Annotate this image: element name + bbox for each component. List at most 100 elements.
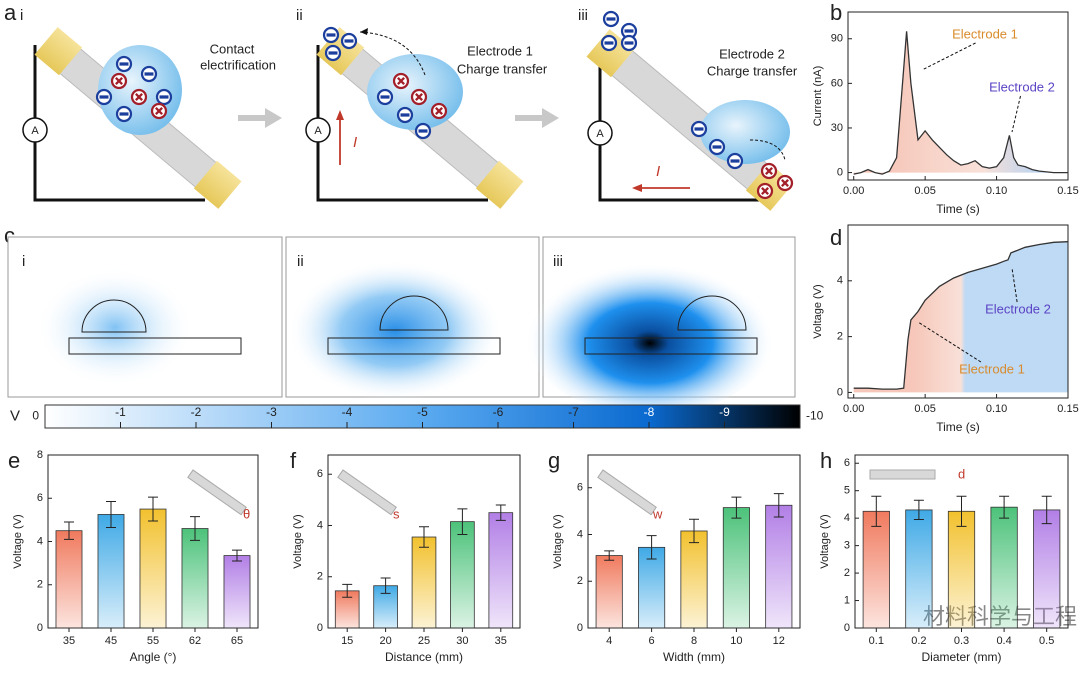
y-tick-label: 4 bbox=[577, 528, 583, 540]
rod-outline bbox=[584, 337, 758, 355]
charge bbox=[130, 88, 148, 106]
error-bar bbox=[342, 583, 353, 598]
x-tick-label: 20 bbox=[379, 635, 391, 647]
x-tick-label: 0.10 bbox=[986, 185, 1007, 197]
y-tick-label: 0 bbox=[837, 166, 843, 178]
arrow-head bbox=[632, 184, 642, 192]
x-tick-label: 25 bbox=[418, 635, 430, 647]
error-bar bbox=[689, 518, 699, 544]
panel-label: c bbox=[4, 223, 15, 248]
charge bbox=[726, 152, 744, 170]
bar bbox=[862, 510, 890, 629]
charge bbox=[756, 182, 774, 200]
charge bbox=[340, 32, 358, 50]
step-arrow bbox=[238, 108, 282, 128]
x-tick-label: 0.2 bbox=[911, 635, 926, 647]
current-label: I bbox=[353, 134, 357, 151]
sub-label: ii bbox=[297, 253, 304, 270]
error-bar bbox=[871, 495, 882, 527]
droplet bbox=[700, 100, 790, 164]
ammeter-label: A bbox=[314, 125, 322, 137]
bar bbox=[990, 506, 1018, 629]
bar bbox=[55, 530, 83, 629]
error-bar bbox=[419, 526, 429, 548]
error-bar bbox=[380, 577, 391, 594]
charge bbox=[602, 10, 620, 28]
y-tick-label: 4 bbox=[317, 519, 323, 531]
field-map-ii: ii bbox=[275, 236, 540, 401]
colorbar-tick-label: -7 bbox=[568, 405, 579, 419]
wire bbox=[33, 45, 205, 202]
x-tick-label: 35 bbox=[63, 635, 75, 647]
y-tick-label: 1 bbox=[844, 594, 850, 606]
charge bbox=[150, 102, 168, 120]
sub-label: i bbox=[22, 253, 25, 270]
charge bbox=[776, 174, 794, 192]
field-map-iii: iii bbox=[525, 236, 796, 415]
bar bbox=[947, 510, 976, 629]
x-axis-title: Angle (°) bbox=[130, 650, 177, 664]
charge bbox=[115, 105, 133, 123]
plot-frame bbox=[847, 224, 1069, 399]
error-bar bbox=[646, 535, 657, 560]
x-axis-title: Time (s) bbox=[936, 420, 980, 434]
field bbox=[15, 245, 215, 395]
bar bbox=[595, 555, 623, 629]
bar bbox=[450, 521, 475, 629]
charge bbox=[690, 120, 708, 138]
bar bbox=[680, 530, 708, 629]
panel-label: f bbox=[290, 448, 297, 473]
x-tick-label: 0.3 bbox=[954, 635, 969, 647]
y-tick-label: 0 bbox=[577, 622, 583, 634]
droplet-outline bbox=[81, 299, 147, 333]
transfer-arrow bbox=[749, 139, 786, 161]
panel-label: h bbox=[820, 448, 832, 473]
x-tick-label: 0.15 bbox=[1057, 403, 1078, 415]
x-tick-label: 0.5 bbox=[1039, 635, 1054, 647]
arrow-head bbox=[360, 28, 368, 35]
inset-rod bbox=[187, 469, 247, 516]
x-tick-label: 0.4 bbox=[996, 635, 1011, 647]
caption: Charge transfer bbox=[457, 61, 548, 76]
y-tick-label: 0 bbox=[844, 622, 850, 634]
y-tick-label: 0 bbox=[837, 386, 843, 398]
y-tick-label: 2 bbox=[317, 571, 323, 583]
x-tick-label: 15 bbox=[341, 635, 353, 647]
y-tick-label: 4 bbox=[844, 512, 850, 524]
annotation-arrow bbox=[921, 42, 976, 71]
x-tick-label: 35 bbox=[495, 635, 507, 647]
charge bbox=[410, 88, 428, 106]
caption: Charge transfer bbox=[707, 63, 798, 78]
x-tick-label: 45 bbox=[105, 635, 117, 647]
colorbar-tick-label: -10 bbox=[806, 409, 824, 423]
droplet-outline bbox=[379, 295, 449, 331]
panel-label: a bbox=[4, 0, 17, 25]
y-axis-title: Voltage (V) bbox=[812, 284, 824, 338]
inset-rod bbox=[337, 469, 397, 516]
current-label: I bbox=[656, 163, 660, 180]
sub-label: i bbox=[20, 7, 23, 24]
y-axis-title: Voltage (V) bbox=[552, 514, 564, 568]
bar bbox=[97, 514, 125, 629]
error-bar bbox=[232, 549, 242, 562]
x-tick-label: 30 bbox=[456, 635, 468, 647]
x-tick-label: 62 bbox=[189, 635, 201, 647]
charge bbox=[708, 138, 726, 156]
charge bbox=[324, 44, 342, 62]
x-tick-label: 0.1 bbox=[869, 635, 884, 647]
error-bar bbox=[106, 500, 116, 528]
wire bbox=[316, 45, 488, 202]
field bbox=[275, 245, 515, 401]
charge bbox=[140, 65, 158, 83]
x-tick-label: 0.00 bbox=[843, 403, 864, 415]
error-bar bbox=[731, 496, 742, 519]
colorbar-tick-label: -5 bbox=[417, 405, 428, 419]
y-tick-label: 6 bbox=[844, 457, 850, 469]
y-tick-label: 8 bbox=[37, 449, 43, 461]
annotation: Electrode 1 bbox=[959, 361, 1025, 376]
y-tick-label: 30 bbox=[831, 122, 843, 134]
y-tick-label: 5 bbox=[844, 485, 850, 497]
charge bbox=[322, 26, 340, 44]
sub-i: i A Contact electrification bbox=[20, 7, 282, 209]
